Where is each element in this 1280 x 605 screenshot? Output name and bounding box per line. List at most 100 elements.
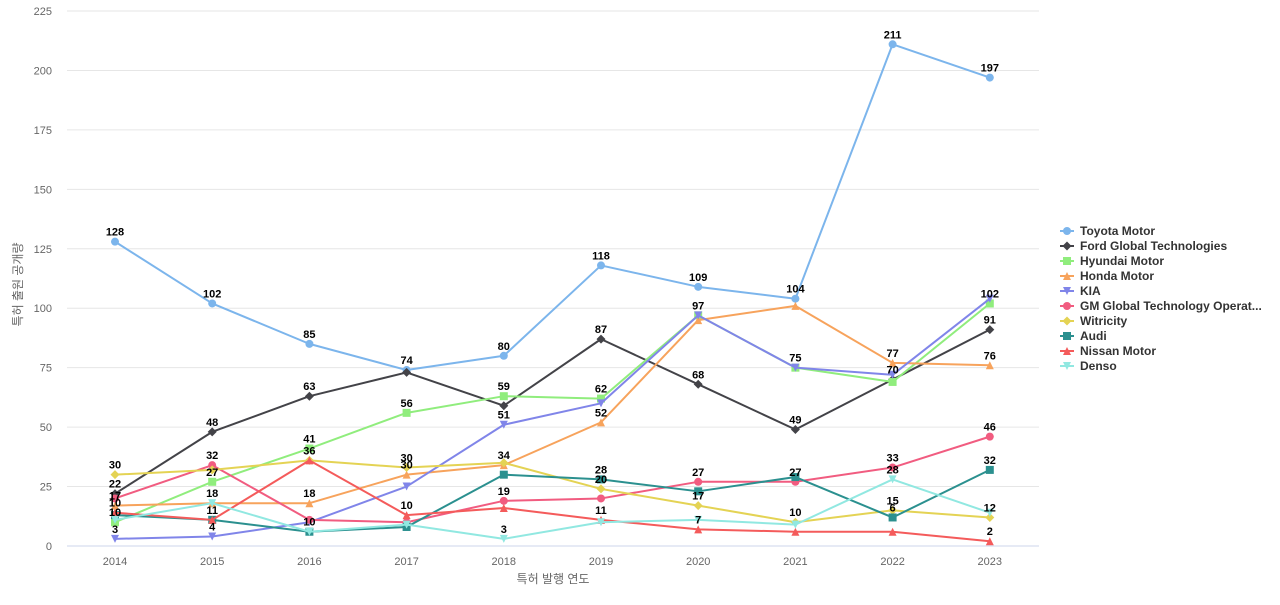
data-label: 48 bbox=[206, 417, 218, 429]
legend-label: Audi bbox=[1080, 329, 1107, 343]
legend-item[interactable]: GM Global Technology Operat... bbox=[1060, 299, 1262, 313]
x-tick-label: 2017 bbox=[394, 556, 418, 568]
data-point-marker bbox=[791, 363, 800, 372]
data-label: 17 bbox=[692, 491, 704, 503]
data-label: 2 bbox=[987, 526, 993, 538]
data-point-marker bbox=[694, 477, 703, 486]
legend-label: Nissan Motor bbox=[1080, 344, 1156, 358]
legend-item[interactable]: Honda Motor bbox=[1060, 269, 1154, 283]
data-label: 34 bbox=[498, 450, 511, 462]
x-tick-label: 2021 bbox=[783, 556, 807, 568]
data-label: 74 bbox=[400, 355, 413, 367]
series-0 bbox=[111, 40, 994, 375]
data-label: 76 bbox=[984, 350, 996, 362]
data-point-marker bbox=[402, 367, 412, 377]
data-label: 27 bbox=[789, 467, 801, 479]
data-point-marker bbox=[888, 513, 897, 522]
data-label: 91 bbox=[984, 315, 996, 327]
legend-item[interactable]: Toyota Motor bbox=[1060, 224, 1155, 238]
data-point-marker bbox=[985, 512, 995, 522]
data-label: 46 bbox=[984, 422, 996, 434]
data-point-marker bbox=[305, 515, 314, 524]
legend-item[interactable]: Denso bbox=[1060, 359, 1117, 373]
data-point-marker bbox=[985, 537, 994, 546]
legend-item[interactable]: Witricity bbox=[1060, 314, 1128, 328]
legend-label: GM Global Technology Operat... bbox=[1080, 299, 1262, 313]
data-point-marker bbox=[597, 394, 605, 403]
legend-marker bbox=[1063, 287, 1071, 295]
series-line bbox=[114, 435, 991, 524]
y-tick-label: 150 bbox=[34, 184, 52, 196]
series-line bbox=[114, 302, 991, 524]
data-label: 49 bbox=[789, 414, 801, 426]
data-point-marker bbox=[208, 477, 217, 486]
data-label: 62 bbox=[595, 384, 607, 396]
data-point-marker bbox=[596, 334, 606, 344]
data-point-marker bbox=[111, 237, 119, 246]
data-point-marker bbox=[402, 463, 412, 473]
x-tick-label: 2020 bbox=[686, 556, 710, 568]
legend-label: KIA bbox=[1080, 284, 1101, 298]
data-label: 18 bbox=[303, 488, 315, 500]
data-point-marker bbox=[111, 534, 119, 543]
legend-item[interactable]: KIA bbox=[1060, 284, 1101, 298]
data-point-marker bbox=[888, 377, 897, 386]
data-point-marker bbox=[305, 444, 314, 453]
data-point-marker bbox=[693, 379, 703, 389]
legend-marker bbox=[1063, 257, 1071, 265]
data-label: 36 bbox=[303, 445, 315, 457]
y-tick-label: 75 bbox=[40, 363, 52, 375]
data-point-marker bbox=[499, 470, 508, 479]
data-label: 10 bbox=[303, 517, 315, 529]
series-line bbox=[114, 468, 991, 533]
data-point-marker bbox=[402, 520, 411, 529]
legend-item[interactable]: Nissan Motor bbox=[1060, 344, 1156, 358]
series-8 bbox=[111, 456, 994, 546]
legend-item[interactable]: Ford Global Technologies bbox=[1060, 239, 1227, 253]
legend-item[interactable]: Audi bbox=[1060, 329, 1107, 343]
x-tick-label: 2022 bbox=[880, 556, 904, 568]
grid-layer bbox=[67, 10, 1039, 547]
data-point-marker bbox=[888, 370, 897, 379]
y-tick-label: 175 bbox=[34, 125, 52, 137]
data-point-marker bbox=[888, 475, 897, 484]
data-point-marker bbox=[694, 316, 703, 325]
data-label: 102 bbox=[203, 288, 221, 300]
data-label: 11 bbox=[595, 505, 607, 517]
data-label: 20 bbox=[595, 474, 607, 486]
data-label: 32 bbox=[206, 450, 218, 462]
data-label: 30 bbox=[400, 460, 412, 472]
data-label: 80 bbox=[498, 341, 510, 353]
data-point-marker bbox=[791, 520, 800, 529]
legend-marker bbox=[1063, 362, 1071, 370]
data-point-marker bbox=[694, 487, 703, 496]
data-point-marker bbox=[111, 501, 119, 510]
data-point-marker bbox=[694, 282, 703, 291]
data-point-marker bbox=[402, 482, 411, 491]
data-label: 197 bbox=[981, 63, 999, 75]
data-point-marker bbox=[888, 505, 898, 515]
legend-marker bbox=[1062, 316, 1072, 326]
data-point-marker bbox=[305, 339, 314, 348]
data-label: 109 bbox=[689, 272, 707, 284]
data-label: 211 bbox=[884, 29, 902, 41]
data-label: 7 bbox=[695, 514, 701, 526]
data-label: 6 bbox=[890, 502, 896, 514]
legend-marker bbox=[1062, 241, 1072, 251]
data-point-marker bbox=[111, 494, 119, 503]
data-label: 18 bbox=[206, 488, 218, 500]
legend-item[interactable]: Hyundai Motor bbox=[1060, 254, 1164, 268]
legend-marker bbox=[1063, 272, 1071, 280]
x-tick-label: 2023 bbox=[978, 556, 1002, 568]
legend-label: Honda Motor bbox=[1080, 269, 1154, 283]
data-label: 85 bbox=[303, 329, 315, 341]
x-tick-label: 2014 bbox=[103, 556, 127, 568]
data-point-marker bbox=[597, 261, 605, 270]
legend-label: Hyundai Motor bbox=[1080, 254, 1164, 268]
y-axis-title: 특허 출원 공개량 bbox=[11, 243, 25, 327]
data-label: 102 bbox=[981, 288, 999, 300]
data-label: 52 bbox=[595, 407, 607, 419]
data-label: 104 bbox=[786, 284, 805, 296]
